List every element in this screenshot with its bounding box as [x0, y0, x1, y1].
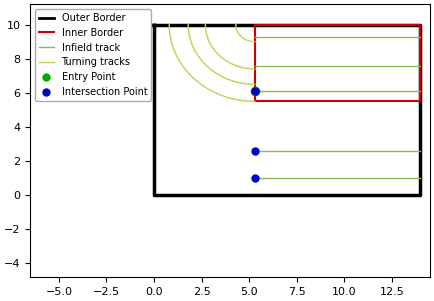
Legend: Outer Border, Inner Border, Infield track, Turning tracks, Entry Point, Intersec: Outer Border, Inner Border, Infield trac…	[35, 9, 151, 101]
